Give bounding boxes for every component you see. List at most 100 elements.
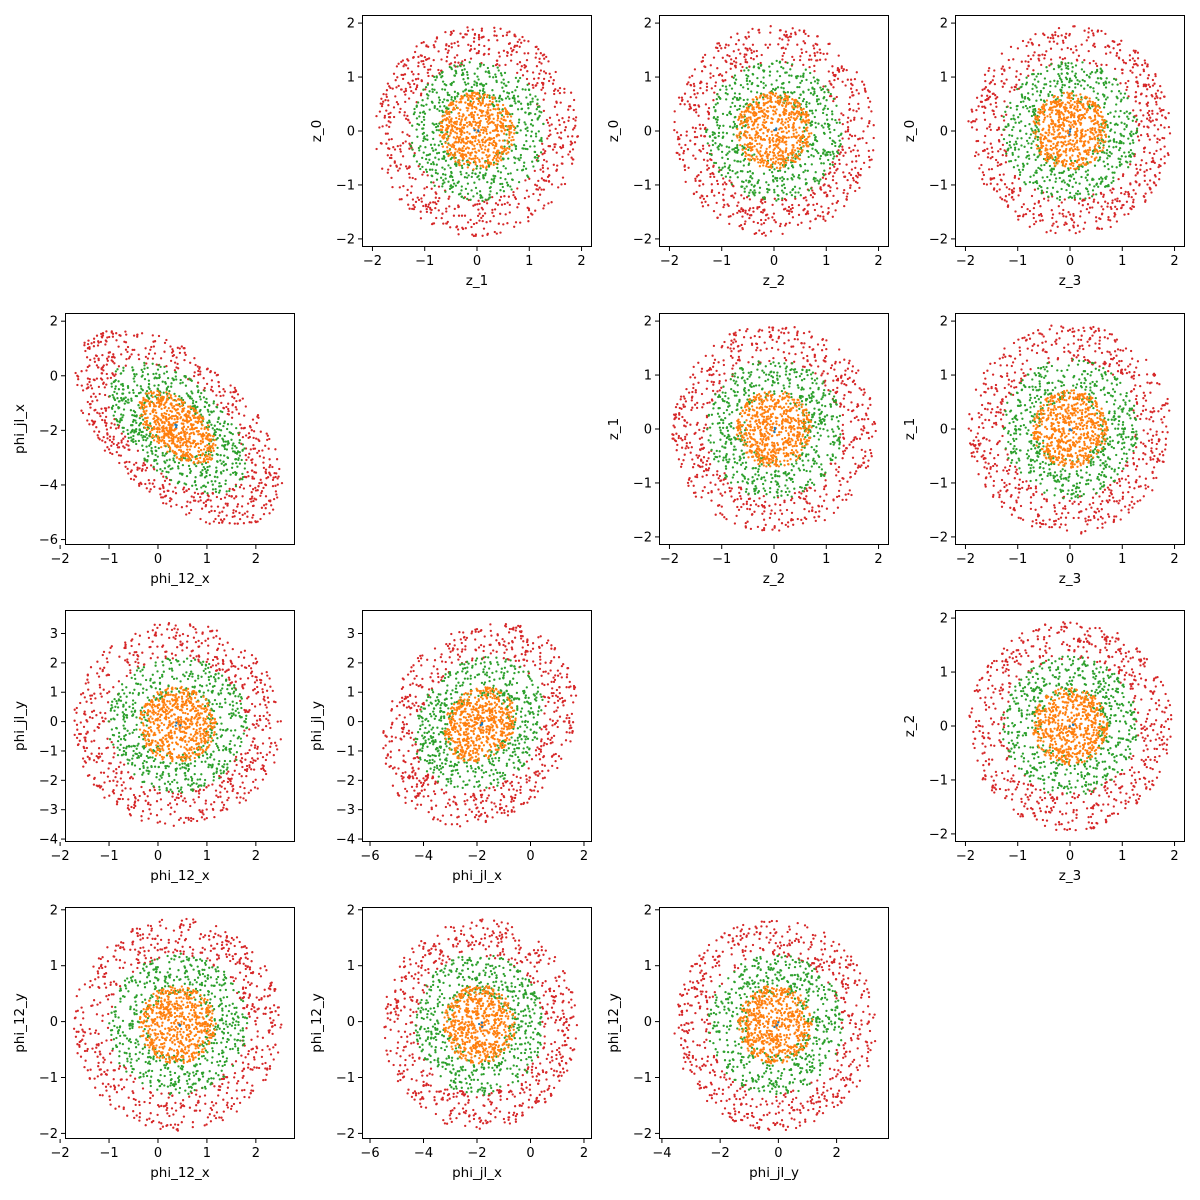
point-orange bbox=[798, 126, 801, 129]
point-green bbox=[1012, 125, 1015, 129]
point-green bbox=[473, 80, 476, 83]
point-red bbox=[414, 200, 418, 204]
point-green bbox=[834, 144, 837, 148]
point-red bbox=[558, 123, 561, 127]
point-red bbox=[868, 159, 871, 162]
point-green bbox=[747, 75, 750, 78]
point-green bbox=[827, 123, 830, 126]
point-red bbox=[764, 200, 767, 204]
point-orange bbox=[742, 134, 745, 137]
point-red bbox=[554, 127, 557, 131]
point-red bbox=[1134, 91, 1138, 94]
point-orange bbox=[775, 156, 778, 159]
point-green bbox=[742, 98, 745, 102]
point-green bbox=[749, 189, 752, 192]
point-green bbox=[1013, 143, 1016, 146]
point-red bbox=[1079, 210, 1082, 213]
point-red bbox=[412, 73, 415, 76]
point-orange bbox=[496, 115, 500, 118]
point-orange bbox=[462, 127, 465, 130]
point-green bbox=[831, 163, 834, 167]
point-red bbox=[545, 118, 549, 122]
point-orange bbox=[471, 147, 474, 151]
point-green bbox=[435, 163, 438, 166]
point-red bbox=[1163, 155, 1166, 158]
point-red bbox=[709, 172, 712, 176]
point-green bbox=[817, 122, 820, 125]
point-red bbox=[734, 66, 737, 69]
point-red bbox=[842, 154, 845, 157]
point-orange bbox=[803, 141, 806, 144]
point-green bbox=[1009, 101, 1012, 105]
point-green bbox=[793, 185, 797, 188]
point-red bbox=[836, 67, 840, 70]
point-orange bbox=[769, 164, 773, 167]
point-red bbox=[724, 46, 727, 49]
point-green bbox=[758, 186, 762, 189]
point-red bbox=[784, 60, 787, 64]
point-green bbox=[1099, 67, 1102, 70]
point-green bbox=[1058, 171, 1061, 175]
point-orange bbox=[473, 110, 477, 114]
point-green bbox=[776, 184, 779, 188]
point-red bbox=[1018, 187, 1022, 190]
point-green bbox=[1118, 146, 1122, 150]
point-red bbox=[504, 213, 507, 216]
point-green bbox=[492, 174, 495, 177]
point-orange bbox=[444, 141, 447, 145]
point-red bbox=[1012, 187, 1016, 190]
point-green bbox=[791, 187, 795, 191]
point-green bbox=[447, 164, 450, 167]
point-red bbox=[975, 118, 978, 121]
point-green bbox=[418, 115, 421, 118]
point-orange bbox=[457, 140, 461, 143]
point-red bbox=[1168, 132, 1172, 135]
point-red bbox=[695, 135, 699, 139]
point-green bbox=[799, 163, 802, 167]
point-green bbox=[1032, 108, 1035, 111]
point-red bbox=[1139, 168, 1142, 171]
point-orange bbox=[791, 148, 794, 151]
point-green bbox=[482, 177, 485, 180]
point-orange bbox=[787, 113, 791, 117]
point-red bbox=[995, 190, 999, 193]
point-green bbox=[434, 148, 437, 151]
point-red bbox=[538, 72, 541, 75]
point-red bbox=[420, 54, 423, 57]
point-orange bbox=[486, 125, 489, 129]
point-red bbox=[534, 209, 537, 212]
point-red bbox=[572, 117, 575, 121]
point-orange bbox=[500, 117, 503, 120]
point-orange bbox=[443, 134, 446, 137]
point-red bbox=[713, 91, 716, 94]
point-green bbox=[1040, 185, 1043, 189]
point-green bbox=[1109, 139, 1112, 142]
point-red bbox=[1003, 199, 1006, 202]
point-orange bbox=[495, 127, 499, 130]
point-red bbox=[1130, 207, 1133, 211]
point-orange bbox=[765, 163, 769, 166]
point-green bbox=[1026, 107, 1029, 110]
point-red bbox=[740, 69, 743, 72]
point-green bbox=[516, 131, 519, 135]
point-green bbox=[793, 195, 797, 198]
point-green bbox=[1105, 175, 1108, 178]
point-orange bbox=[472, 120, 475, 123]
point-red bbox=[729, 67, 732, 70]
point-red bbox=[712, 209, 716, 213]
point-red bbox=[557, 119, 561, 122]
point-orange bbox=[760, 109, 764, 112]
point-green bbox=[1074, 86, 1077, 89]
point-green bbox=[1122, 135, 1125, 138]
point-orange bbox=[470, 151, 474, 154]
point-green bbox=[718, 96, 722, 100]
point-green bbox=[1063, 84, 1066, 87]
point-red bbox=[1061, 39, 1065, 42]
point-orange bbox=[757, 134, 760, 138]
point-red bbox=[1107, 218, 1110, 221]
point-green bbox=[751, 72, 754, 76]
point-orange bbox=[484, 145, 487, 148]
point-green bbox=[720, 173, 723, 177]
point-red bbox=[1158, 178, 1161, 181]
point-red bbox=[856, 181, 859, 185]
